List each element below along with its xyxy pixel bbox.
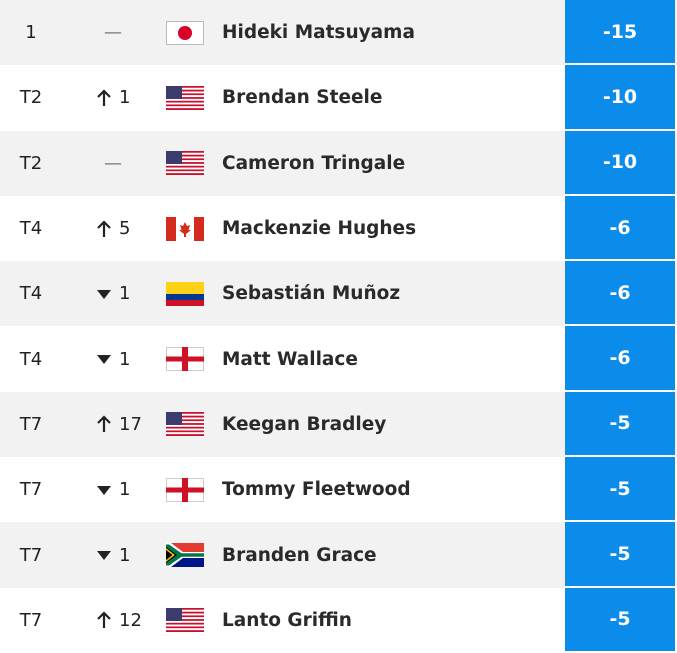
- trend-icon: [96, 549, 119, 561]
- position: T4: [19, 218, 43, 240]
- country-flag: [166, 131, 204, 196]
- position-change: 1: [96, 326, 156, 391]
- player-name: Hideki Matsuyama: [222, 22, 415, 44]
- trend-icon: [96, 89, 119, 107]
- position: T7: [19, 413, 43, 435]
- change-value: 1: [119, 544, 131, 566]
- player-row: T7 17 Keegan Bradley -5: [0, 391, 677, 458]
- trend-icon: [96, 415, 119, 433]
- position: T7: [19, 609, 43, 631]
- change-value: 17: [119, 413, 142, 435]
- player-name: Branden Grace: [222, 544, 377, 566]
- position: T4: [19, 283, 43, 305]
- country-flag: [166, 588, 204, 653]
- change-value: 5: [119, 218, 131, 240]
- change-value: 1: [119, 283, 131, 305]
- change-value: —: [104, 22, 122, 44]
- position: T4: [19, 348, 43, 370]
- trend-icon: [96, 353, 119, 365]
- country-flag: [166, 522, 204, 587]
- score: -15: [565, 0, 675, 66]
- score: -10: [565, 130, 675, 196]
- position: T2: [19, 152, 43, 174]
- score: -5: [565, 522, 675, 588]
- position-change: 1: [96, 261, 156, 326]
- player-name: Keegan Bradley: [222, 413, 387, 435]
- player-row: T2 — Cameron Tringale -10: [0, 130, 677, 196]
- position-change: 17: [96, 392, 156, 457]
- player-row: T2 1 Brendan Steele -10: [0, 65, 677, 131]
- player-name: Tommy Fleetwood: [222, 479, 411, 501]
- position: 1: [25, 22, 37, 44]
- country-flag: [166, 0, 204, 65]
- position-change: 1: [96, 457, 156, 522]
- trend-icon: [96, 611, 119, 629]
- position-change: 12: [96, 588, 156, 653]
- position-change: 1: [96, 522, 156, 587]
- trend-icon: [96, 484, 119, 496]
- country-flag: [166, 326, 204, 391]
- score: -10: [565, 65, 675, 131]
- position-change: 1: [96, 65, 156, 130]
- score: -6: [565, 195, 675, 262]
- position: T7: [19, 479, 43, 501]
- country-flag: [166, 196, 204, 261]
- position-change: —: [96, 131, 156, 196]
- player-row: T4 1 Matt Wallace -6: [0, 326, 677, 392]
- player-name: Matt Wallace: [222, 348, 358, 370]
- score: -5: [565, 391, 675, 458]
- trend-icon: [96, 219, 119, 238]
- player-row: T7 1 Tommy Fleetwood -5: [0, 457, 677, 523]
- score: -6: [565, 261, 675, 327]
- position-change: —: [96, 0, 156, 65]
- change-value: —: [104, 152, 122, 174]
- country-flag: [166, 392, 204, 457]
- trend-icon: [96, 288, 119, 300]
- player-row: T4 5 Mackenzie Hughes -6: [0, 195, 677, 262]
- player-name: Mackenzie Hughes: [222, 218, 417, 240]
- player-name: Lanto Griffin: [222, 609, 352, 631]
- position: T7: [19, 544, 43, 566]
- country-flag: [166, 65, 204, 130]
- country-flag: [166, 261, 204, 326]
- change-value: 1: [119, 87, 131, 109]
- position: T2: [19, 87, 43, 109]
- player-name: Cameron Tringale: [222, 152, 406, 174]
- score: -5: [565, 457, 675, 523]
- change-value: 12: [119, 609, 142, 631]
- player-row: T7 12 Lanto Griffin -5: [0, 587, 677, 653]
- player-name: Brendan Steele: [222, 87, 383, 109]
- player-row: 1 — Hideki Matsuyama -15: [0, 0, 677, 66]
- change-value: 1: [119, 479, 131, 501]
- position-change: 5: [96, 196, 156, 261]
- player-row: T7 1 Branden Grace -5: [0, 522, 677, 588]
- player-row: T4 1 Sebastián Muñoz -6: [0, 261, 677, 327]
- score: -6: [565, 326, 675, 392]
- player-name: Sebastián Muñoz: [222, 283, 401, 305]
- score: -5: [565, 587, 675, 653]
- change-value: 1: [119, 348, 131, 370]
- country-flag: [166, 457, 204, 522]
